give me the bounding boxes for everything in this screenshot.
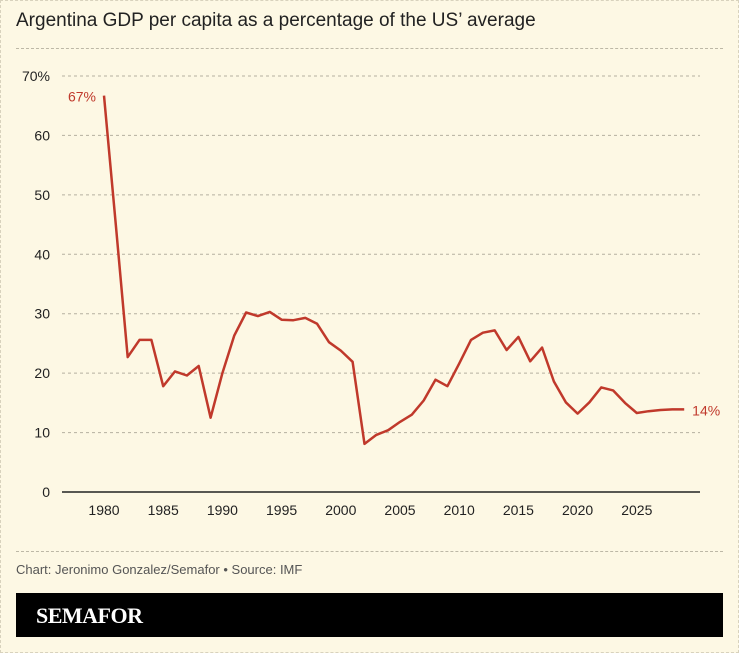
y-tick-label: 10: [34, 425, 50, 441]
x-tick-label: 2000: [325, 502, 356, 518]
x-tick-label: 1985: [148, 502, 179, 518]
y-tick-label: 40: [34, 246, 50, 262]
y-tick-label: 50: [34, 187, 50, 203]
x-tick-label: 1980: [88, 502, 119, 518]
y-tick-label: 20: [34, 365, 50, 381]
y-tick-label: 0: [42, 484, 50, 500]
x-tick-label: 2025: [621, 502, 652, 518]
x-tick-label: 2005: [384, 502, 415, 518]
start-label: 67%: [68, 89, 96, 105]
x-tick-label: 2015: [503, 502, 534, 518]
end-label: 14%: [692, 402, 720, 418]
chart-title: Argentina GDP per capita as a percentage…: [16, 10, 536, 31]
semafor-logo: SEMAFOR: [36, 603, 143, 628]
chart-credit: Chart: Jeronimo Gonzalez/Semafor • Sourc…: [16, 562, 303, 577]
x-tick-label: 1995: [266, 502, 297, 518]
series-line: [102, 95, 685, 446]
line-chart: 0 10 20 30 40 50 60 70% 1980 1985 1990 1995 2000 2005…: [22, 68, 720, 518]
divider: [16, 48, 723, 49]
divider: [16, 551, 723, 552]
x-tick-label: 2020: [562, 502, 593, 518]
x-tick-label: 2010: [444, 502, 475, 518]
y-tick-label: 30: [34, 306, 50, 322]
y-tick-label: 60: [34, 127, 50, 143]
x-tick-label: 1990: [207, 502, 238, 518]
brand-bar: SEMAFOR: [16, 593, 723, 637]
y-tick-label: 70%: [22, 68, 50, 84]
